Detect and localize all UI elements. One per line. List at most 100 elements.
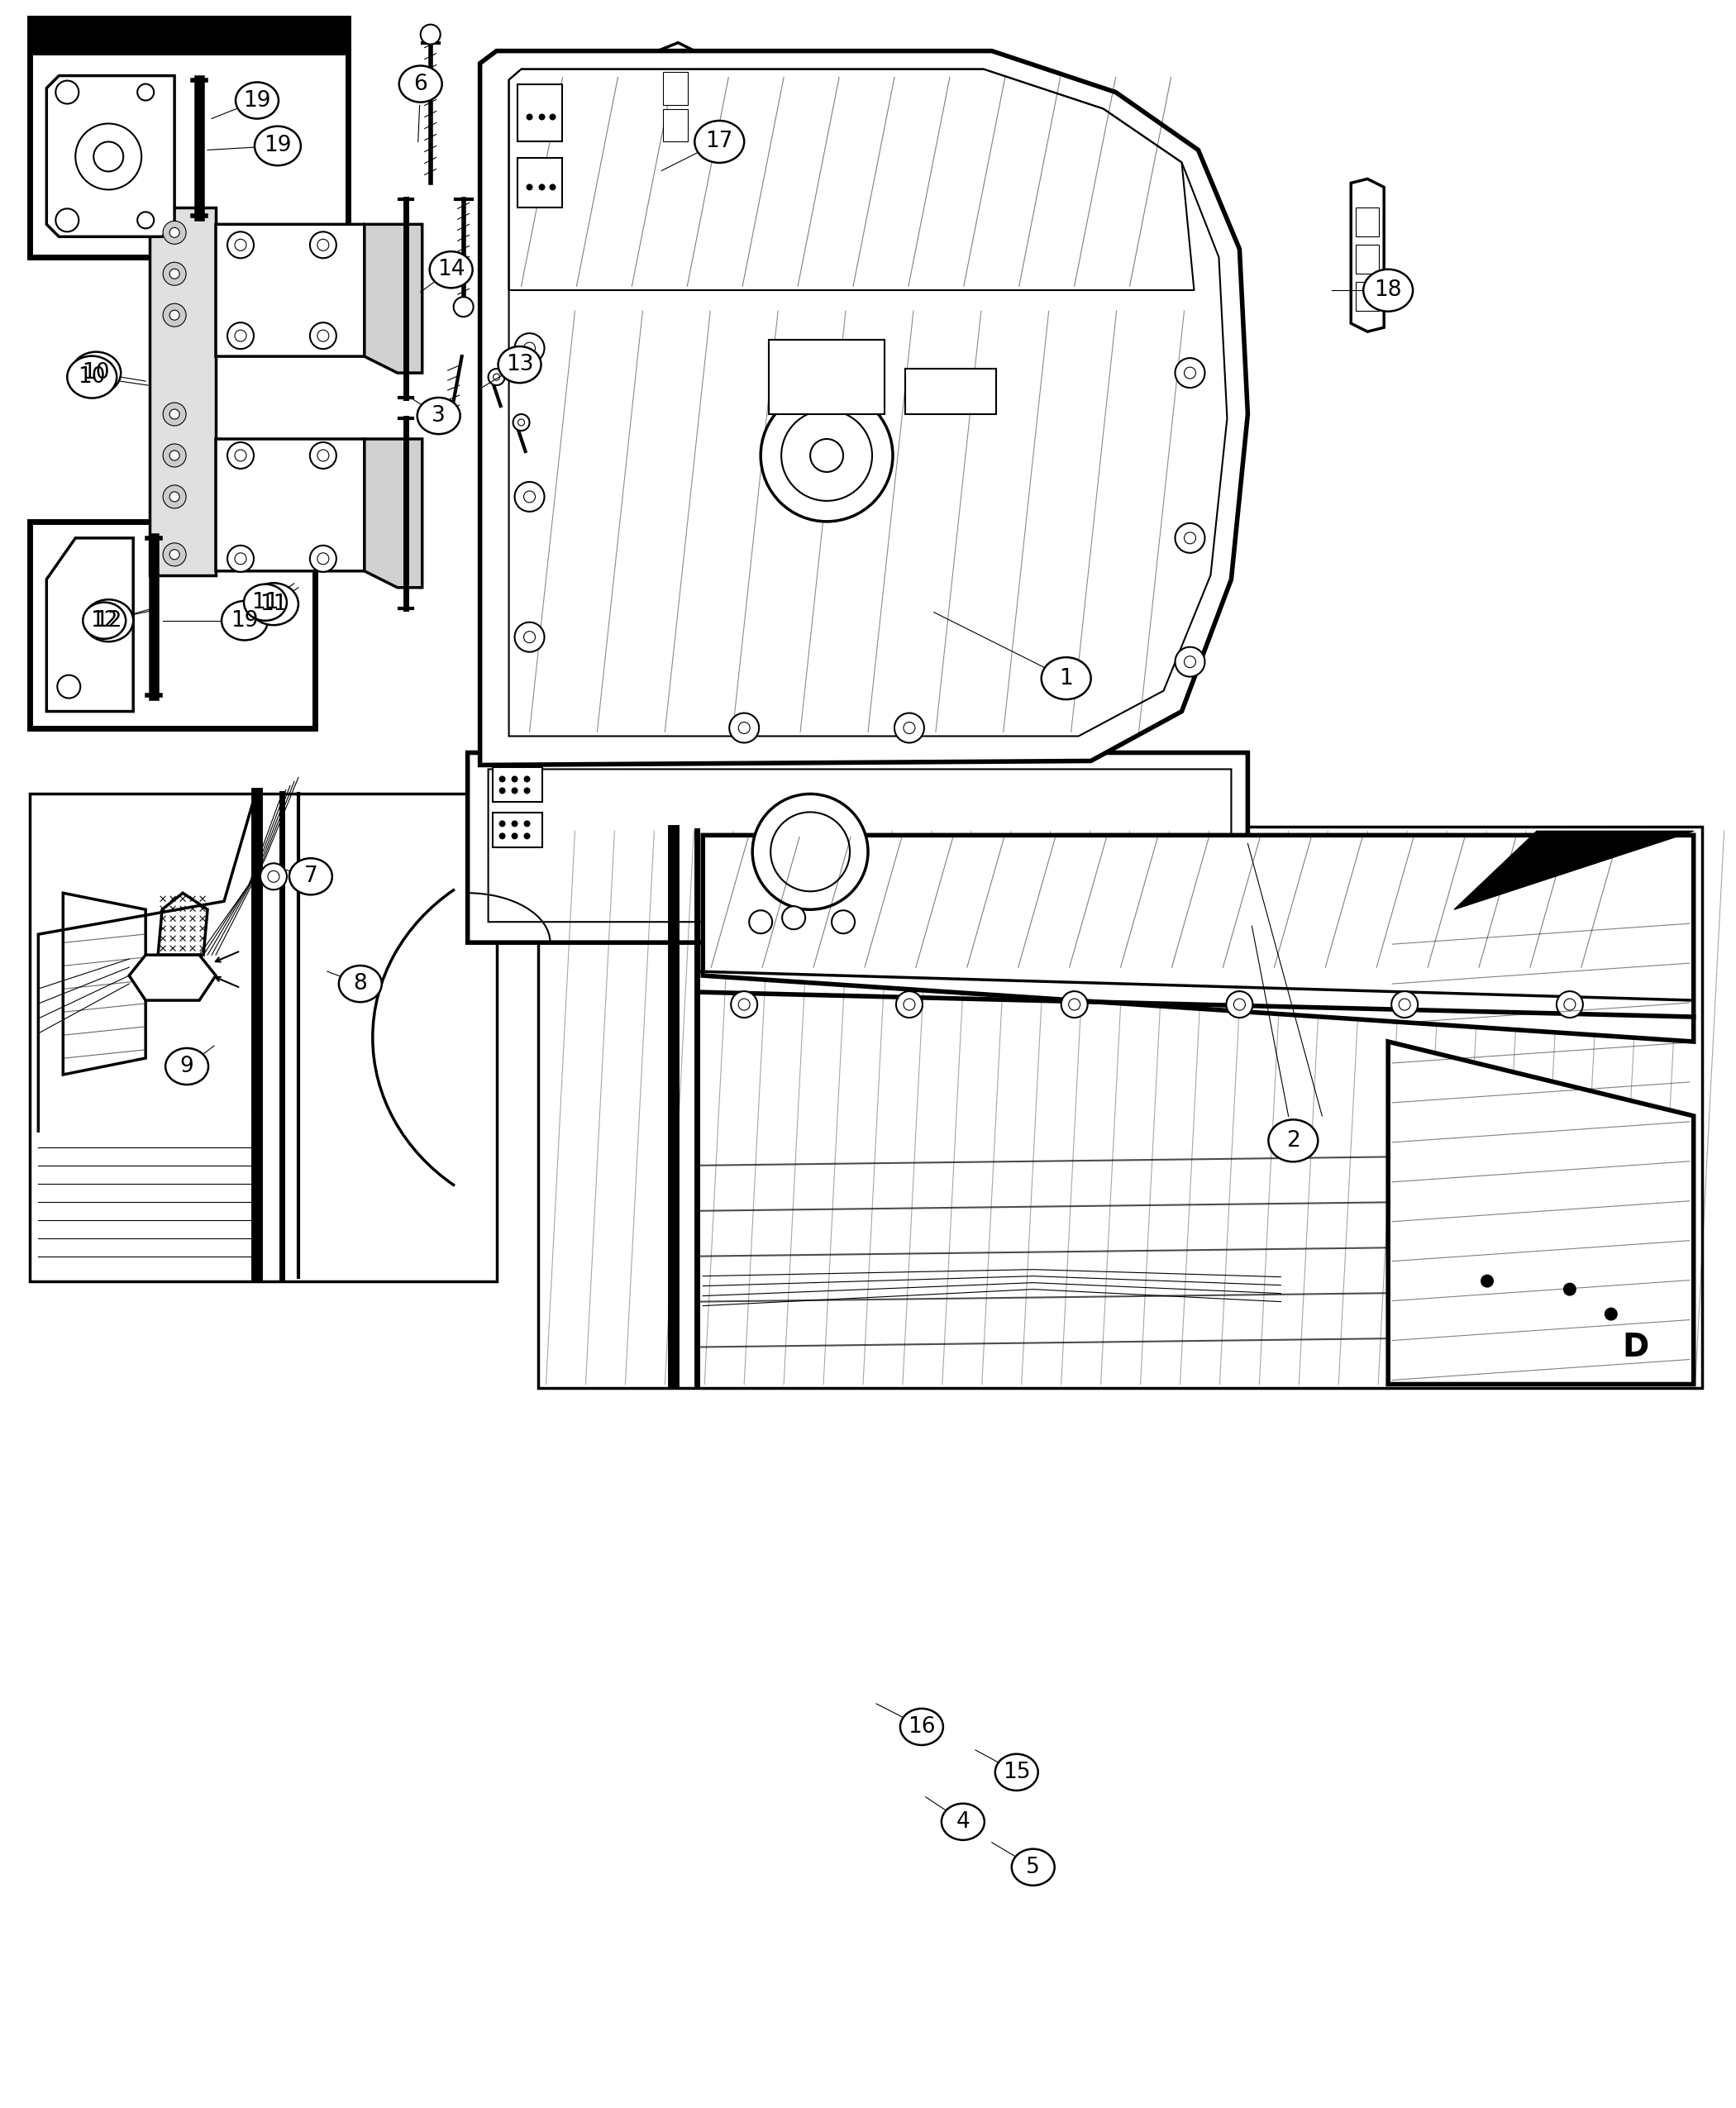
- Circle shape: [512, 788, 517, 795]
- Circle shape: [234, 449, 247, 462]
- Circle shape: [170, 270, 179, 278]
- Circle shape: [318, 552, 328, 565]
- Ellipse shape: [417, 398, 460, 434]
- Ellipse shape: [1269, 1119, 1318, 1162]
- Ellipse shape: [83, 599, 134, 641]
- Bar: [30, 795, 496, 1282]
- Circle shape: [783, 906, 806, 930]
- Text: 7: 7: [304, 866, 318, 887]
- Circle shape: [137, 84, 155, 101]
- Circle shape: [170, 310, 179, 320]
- Text: 14: 14: [437, 259, 465, 280]
- Circle shape: [524, 820, 529, 826]
- Circle shape: [170, 550, 179, 559]
- Ellipse shape: [71, 352, 122, 394]
- Circle shape: [170, 409, 179, 419]
- Circle shape: [514, 333, 545, 363]
- Polygon shape: [1351, 179, 1384, 331]
- Polygon shape: [467, 753, 1248, 942]
- Circle shape: [903, 723, 915, 734]
- Circle shape: [57, 675, 80, 698]
- Text: 4: 4: [957, 1811, 970, 1832]
- Text: 19: 19: [264, 135, 292, 156]
- Text: 10: 10: [82, 363, 109, 384]
- Circle shape: [318, 331, 328, 341]
- Circle shape: [1175, 358, 1205, 388]
- Circle shape: [514, 622, 545, 651]
- Circle shape: [1069, 999, 1080, 1010]
- Circle shape: [227, 443, 253, 468]
- Text: 18: 18: [1375, 280, 1403, 301]
- Circle shape: [498, 833, 505, 839]
- Circle shape: [514, 483, 545, 512]
- Circle shape: [771, 812, 851, 892]
- Text: 2: 2: [1286, 1130, 1300, 1151]
- Circle shape: [549, 183, 556, 190]
- Circle shape: [1604, 1307, 1618, 1320]
- Ellipse shape: [68, 356, 116, 398]
- Circle shape: [260, 864, 286, 890]
- Circle shape: [453, 297, 474, 316]
- Circle shape: [1175, 647, 1205, 677]
- Circle shape: [163, 221, 186, 245]
- Text: 11: 11: [252, 592, 279, 613]
- Circle shape: [311, 323, 337, 350]
- Circle shape: [760, 390, 892, 521]
- Circle shape: [1234, 999, 1245, 1010]
- Circle shape: [267, 871, 279, 883]
- Circle shape: [524, 630, 535, 643]
- Text: 11: 11: [260, 592, 288, 616]
- Text: 12: 12: [90, 609, 118, 630]
- Circle shape: [163, 485, 186, 508]
- Circle shape: [512, 776, 517, 782]
- Ellipse shape: [941, 1804, 984, 1840]
- Circle shape: [894, 713, 924, 742]
- Polygon shape: [47, 76, 175, 236]
- Circle shape: [1175, 523, 1205, 552]
- Circle shape: [227, 323, 253, 350]
- Circle shape: [311, 443, 337, 468]
- Circle shape: [1061, 991, 1087, 1018]
- Bar: [30, 521, 314, 727]
- Circle shape: [493, 373, 500, 379]
- Ellipse shape: [243, 584, 286, 620]
- Ellipse shape: [83, 603, 125, 639]
- Circle shape: [311, 546, 337, 571]
- Polygon shape: [365, 223, 422, 373]
- Bar: [30, 17, 347, 257]
- Circle shape: [163, 544, 186, 567]
- Circle shape: [1399, 999, 1410, 1010]
- Text: 5: 5: [1026, 1857, 1040, 1878]
- Ellipse shape: [995, 1754, 1038, 1790]
- Circle shape: [512, 820, 517, 826]
- Circle shape: [781, 411, 871, 502]
- Bar: [1356, 282, 1378, 312]
- Ellipse shape: [255, 126, 300, 167]
- Bar: [663, 72, 687, 105]
- Circle shape: [163, 261, 186, 285]
- Circle shape: [729, 713, 759, 742]
- Circle shape: [750, 911, 773, 934]
- Circle shape: [420, 25, 441, 44]
- Bar: [1356, 209, 1378, 236]
- Circle shape: [56, 80, 78, 103]
- Circle shape: [738, 999, 750, 1010]
- Text: 10: 10: [78, 367, 106, 388]
- Ellipse shape: [1042, 658, 1090, 700]
- Polygon shape: [215, 438, 398, 571]
- Circle shape: [94, 141, 123, 171]
- Circle shape: [524, 833, 529, 839]
- Circle shape: [170, 451, 179, 460]
- Bar: [30, 17, 347, 55]
- Polygon shape: [1455, 831, 1694, 909]
- Circle shape: [234, 552, 247, 565]
- Circle shape: [538, 183, 545, 190]
- Bar: [904, 369, 996, 413]
- Polygon shape: [1389, 1041, 1694, 1385]
- Circle shape: [524, 341, 535, 354]
- Circle shape: [318, 238, 328, 251]
- Circle shape: [514, 413, 529, 430]
- Bar: [538, 826, 1701, 1389]
- Circle shape: [731, 991, 757, 1018]
- Text: D: D: [1623, 1332, 1649, 1362]
